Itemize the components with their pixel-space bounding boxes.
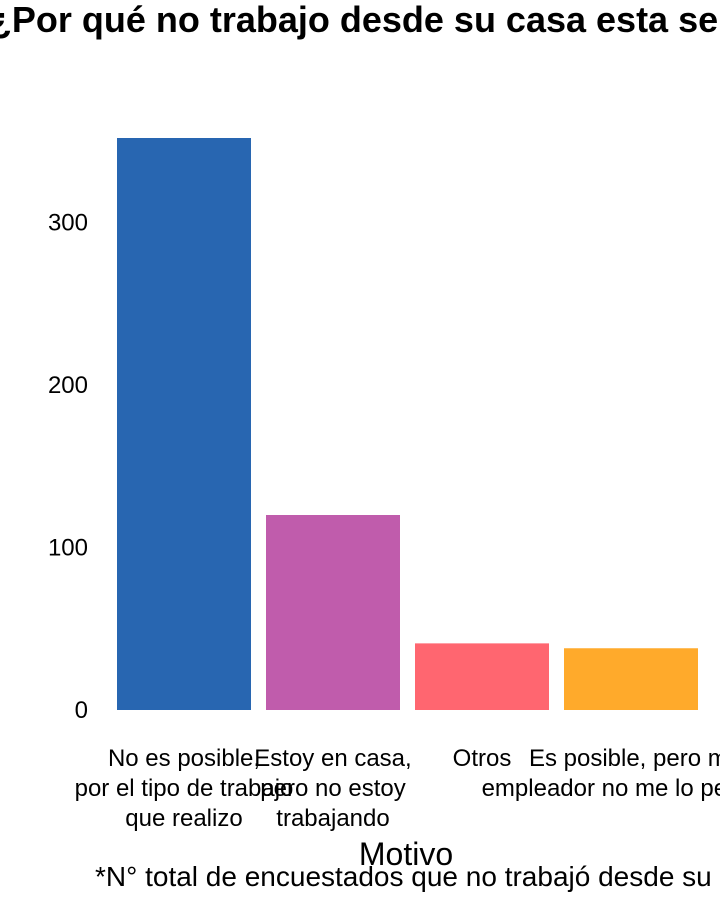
x-category-label: Es posible, pero mi empleador no me lo pe… (482, 745, 720, 802)
chart-caption: *N° total de encuestados que no trabajó … (95, 861, 720, 892)
x-category-label-line: por el tipo de trabajo (75, 775, 294, 802)
x-category-label-line: trabajando (276, 805, 389, 832)
chart-title: ¿Por qué no trabajo desde su casa esta s… (0, 0, 720, 40)
y-tick-label: 200 (48, 372, 88, 399)
y-axis-ticks: 0 100 200 300 (48, 210, 88, 725)
x-category-label-line: Estoy en casa, (254, 745, 411, 772)
x-axis-title: Motivo (359, 836, 453, 872)
x-axis-category-labels: No es posible, por el tipo de trabajo que … (75, 745, 720, 832)
x-category-label: Estoy en casa, pero no estoy trabajando (254, 745, 411, 832)
x-category-label-line: Otros (453, 745, 512, 772)
bar (564, 648, 698, 710)
y-tick-label: 100 (48, 535, 88, 562)
x-category-label: No es posible, por el tipo de trabajo que … (75, 745, 294, 832)
x-category-label-line: Es posible, pero mi (529, 745, 720, 772)
x-category-label: Otros (453, 745, 512, 772)
x-category-label-line: pero no estoy (260, 775, 405, 802)
x-category-label-line: que realizo (125, 805, 242, 832)
x-category-label-line: No es posible, (108, 745, 260, 772)
x-category-label-line: empleador no me lo permite (482, 775, 720, 802)
y-tick-label: 300 (48, 210, 88, 237)
bar (415, 643, 549, 710)
bar (117, 138, 251, 710)
y-tick-label: 0 (75, 697, 88, 724)
bars (117, 138, 698, 710)
bar (266, 515, 400, 710)
